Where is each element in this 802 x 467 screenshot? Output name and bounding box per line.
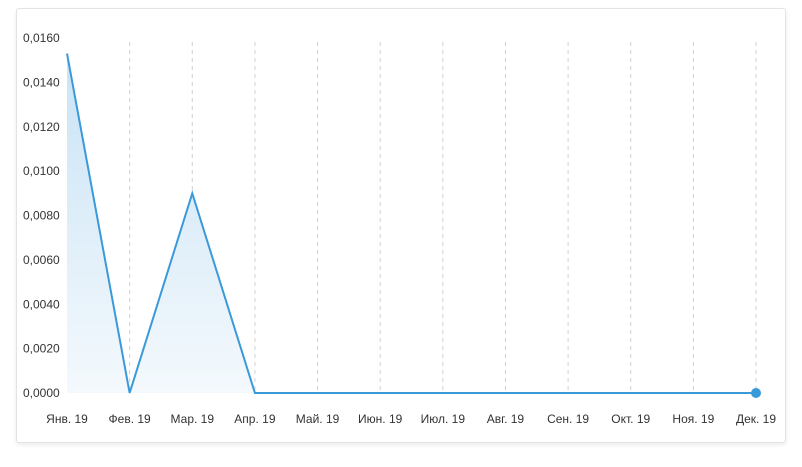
x-tick-label: Окт. 19 xyxy=(611,412,650,426)
data-point-6[interactable] xyxy=(440,390,446,396)
y-tick-label: 0,0060 xyxy=(23,253,60,267)
series-line xyxy=(66,53,756,394)
y-tick-label: 0,0120 xyxy=(23,120,60,134)
data-point-0[interactable] xyxy=(64,51,70,57)
data-point-5[interactable] xyxy=(377,390,383,396)
series-layer xyxy=(64,51,761,398)
y-tick-label: 0,0020 xyxy=(23,342,60,356)
x-tick-label: Июл. 19 xyxy=(421,412,466,426)
x-axis-labels: Янв. 19 Фев. 19 Мар. 19 Апр. 19 Май. 19 Июн. … xyxy=(46,412,776,426)
y-tick-label: 0,0160 xyxy=(23,31,60,45)
x-tick-label: Июн. 19 xyxy=(358,412,403,426)
data-point-2[interactable] xyxy=(189,190,195,196)
data-point-7[interactable] xyxy=(502,390,508,396)
x-tick-label: Мар. 19 xyxy=(171,412,215,426)
grid-lines xyxy=(129,42,757,393)
x-tick-label: Авг. 19 xyxy=(487,412,525,426)
x-tick-label: Фев. 19 xyxy=(109,412,152,426)
data-point-4[interactable] xyxy=(315,390,321,396)
y-tick-label: 0,0100 xyxy=(23,164,60,178)
data-point-8[interactable] xyxy=(565,390,571,396)
y-tick-label: 0,0080 xyxy=(23,209,60,223)
x-tick-label: Янв. 19 xyxy=(46,412,88,426)
x-tick-label: Сен. 19 xyxy=(547,412,589,426)
data-point-10[interactable] xyxy=(690,390,696,396)
y-tick-label: 0,0040 xyxy=(23,297,60,311)
data-point-3[interactable] xyxy=(252,390,258,396)
y-tick-label: 0,0140 xyxy=(23,75,60,89)
x-tick-label: Ноя. 19 xyxy=(672,412,714,426)
series-area xyxy=(67,53,756,393)
data-point-9[interactable] xyxy=(628,390,634,396)
x-tick-label: Апр. 19 xyxy=(234,412,276,426)
y-tick-label: 0,0000 xyxy=(23,386,60,400)
y-axis-labels: 0,0000 0,0020 0,0040 0,0060 0,0080 0,0100 0,01… xyxy=(23,31,60,400)
last-point-marker[interactable] xyxy=(751,388,761,398)
data-point-1[interactable] xyxy=(127,390,133,396)
x-tick-label: Май. 19 xyxy=(296,412,340,426)
x-tick-label: Дек. 19 xyxy=(736,412,776,426)
